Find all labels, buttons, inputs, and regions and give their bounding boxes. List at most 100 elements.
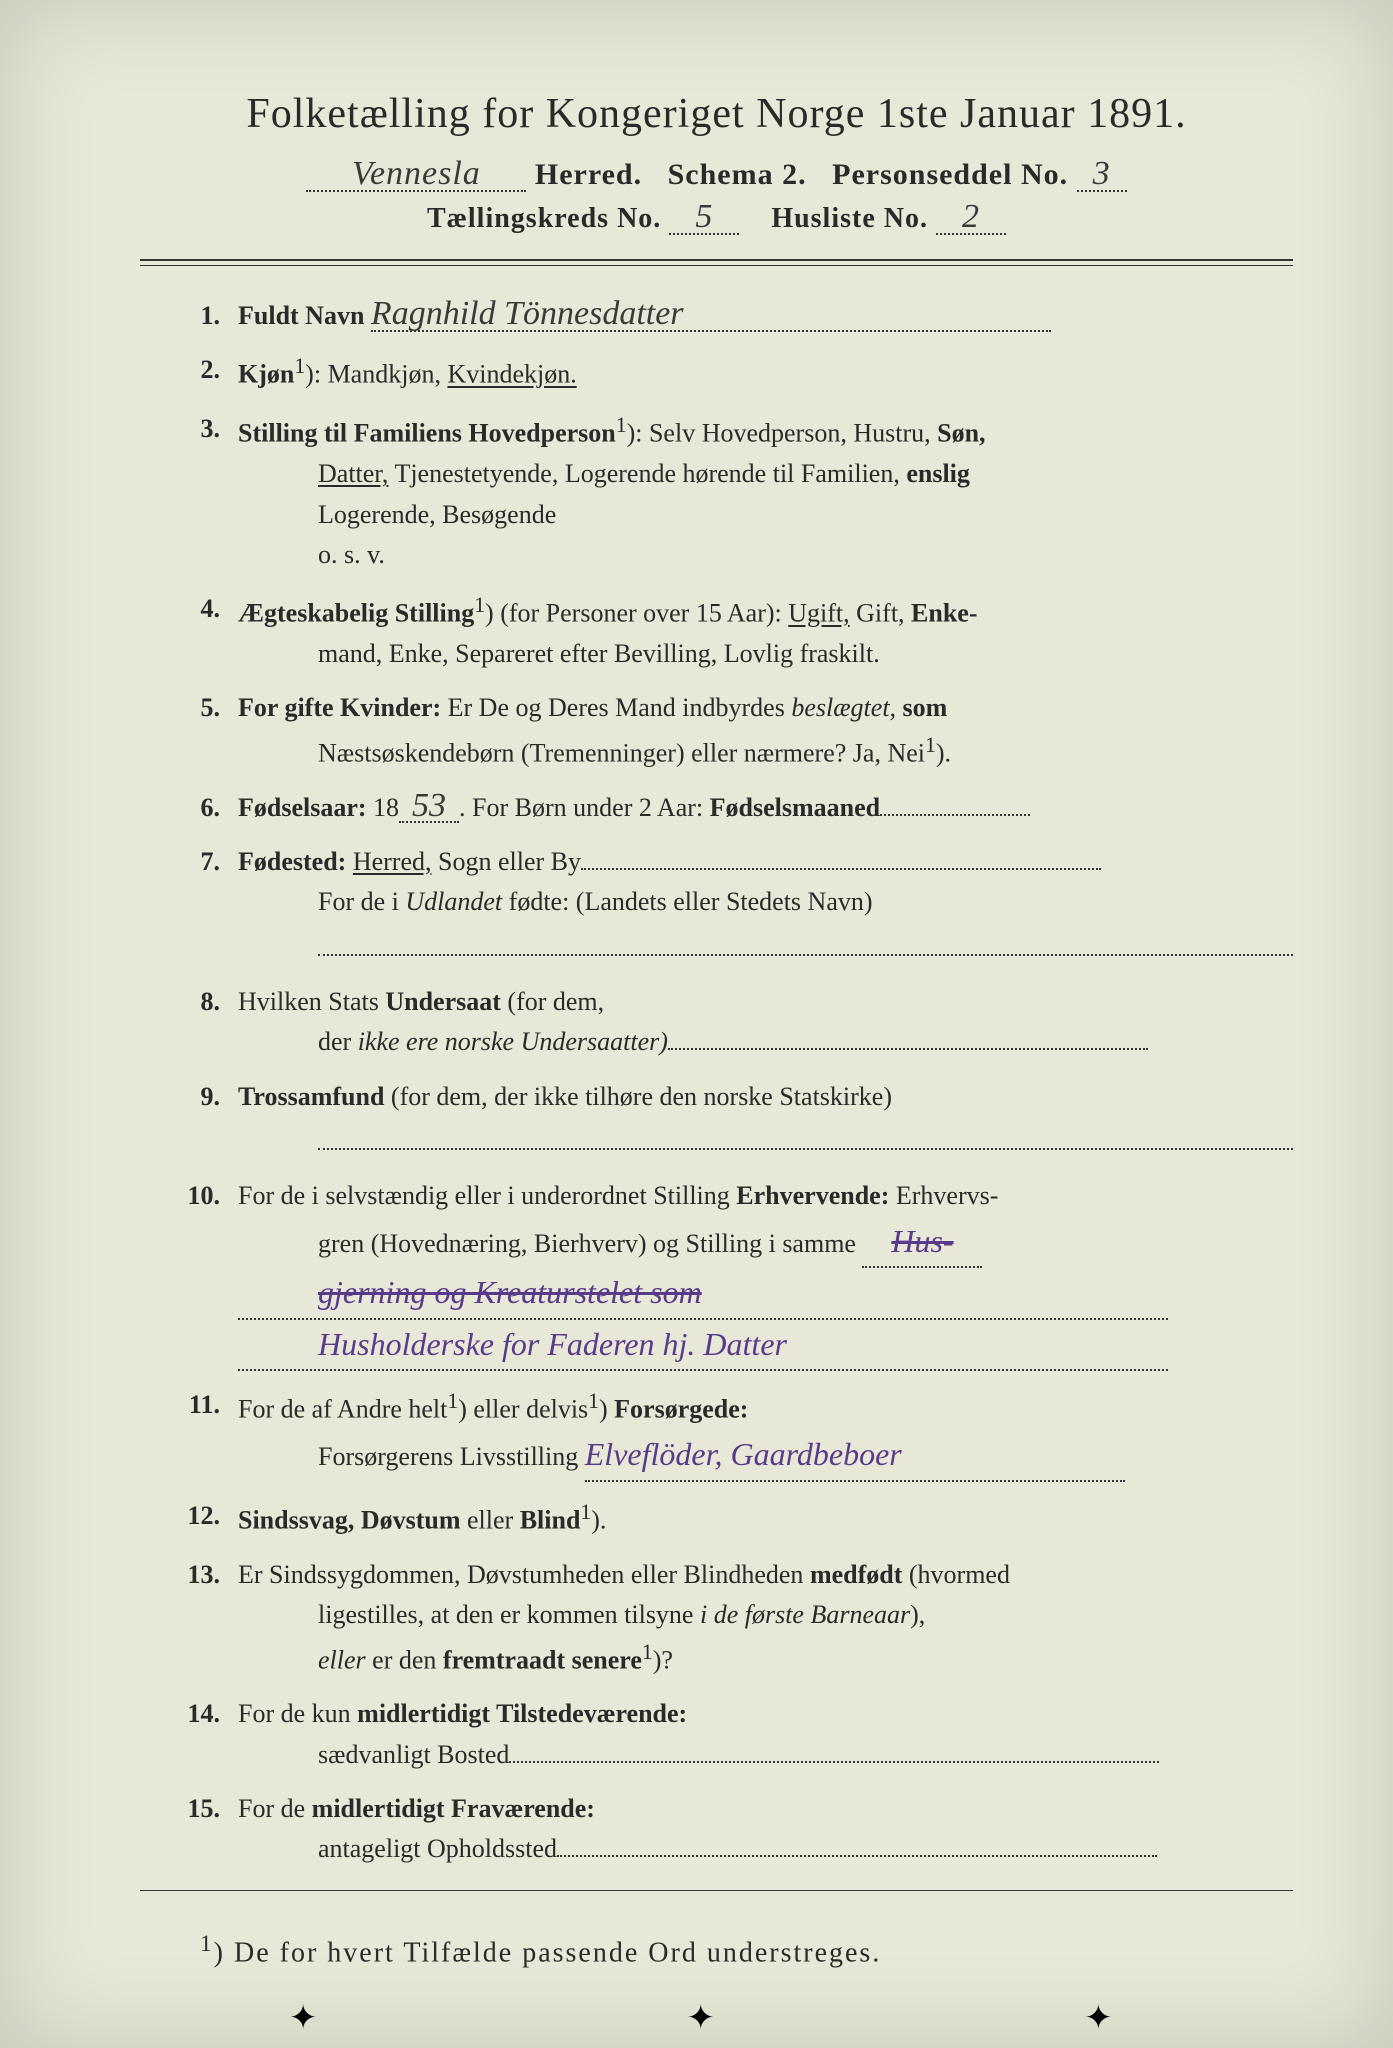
q11-t2: ) eller delvis: [458, 1395, 588, 1424]
q7-blank1: [581, 842, 1101, 870]
question-11: 11. For de af Andre helt1) eller delvis1…: [160, 1385, 1293, 1482]
q14-b1: midlertidigt Tilstedeværende:: [357, 1699, 687, 1728]
q11-s1: 1: [447, 1389, 458, 1413]
q2-sup: 1: [294, 354, 305, 378]
q7-blank2: [318, 922, 1293, 955]
question-1: 1. Fuldt Navn Ragnhild Tönnesdatter: [160, 296, 1293, 336]
q4-paren: ) (for Personer over 15 Aar):: [485, 599, 782, 628]
q15-t1: For de: [238, 1794, 305, 1823]
q10-v3: Husholderske for Faderen hj. Datter: [238, 1320, 1168, 1372]
census-form-page: Folketælling for Kongeriget Norge 1ste J…: [0, 0, 1393, 2048]
q13-l3b: er den: [372, 1645, 436, 1674]
q10-num: 10.: [160, 1176, 238, 1216]
q3-t3: Logerende, Besøgende: [238, 495, 1293, 535]
husliste-value: 2: [936, 202, 1006, 235]
q3-num: 3.: [160, 409, 238, 449]
q14-t1: For de kun: [238, 1699, 351, 1728]
footnote-sup: 1: [200, 1931, 214, 1957]
question-7: 7. Fødested: Herred, Sogn eller By For d…: [160, 842, 1293, 968]
q9-blank: [318, 1117, 1293, 1150]
q14-blank: [509, 1735, 1159, 1763]
question-3: 3. Stilling til Familiens Hovedperson1):…: [160, 409, 1293, 575]
q11-t3: ): [599, 1395, 608, 1424]
question-4: 4. Ægteskabelig Stilling1) (for Personer…: [160, 589, 1293, 674]
q4-num: 4.: [160, 589, 238, 629]
q13-t2: (hvormed: [909, 1560, 1010, 1589]
q5-num: 5.: [160, 688, 238, 728]
q6-b1: Fødselsmaaned: [710, 793, 880, 822]
binding-holes: ✦ ✦ ✦: [0, 1998, 1393, 2018]
form-subheader-1: Vennesla Herred. Schema 2. Personseddel …: [140, 158, 1293, 192]
q12-t1: eller: [467, 1506, 513, 1535]
kreds-label: Tællingskreds No.: [427, 203, 661, 234]
q12-num: 12.: [160, 1496, 238, 1536]
q12-b1: Sindssvag, Døvstum: [238, 1506, 461, 1535]
q6-t1: . For Børn under 2 Aar:: [459, 793, 703, 822]
kreds-value: 5: [669, 202, 739, 235]
q11-l2: Forsørgerens Livsstilling: [318, 1442, 578, 1471]
q7-num: 7.: [160, 842, 238, 882]
q1-label: Fuldt Navn: [238, 301, 364, 330]
q4-label: Ægteskabelig Stilling: [238, 599, 474, 628]
q6-blank: [880, 788, 1030, 816]
q5-b1: som: [903, 693, 948, 722]
q6-label: Fødselsaar:: [238, 793, 367, 822]
q5-label: For gifte Kvinder:: [238, 693, 441, 722]
hole-icon: ✦: [1084, 1998, 1104, 2018]
q4-underlined: Ugift,: [788, 599, 849, 628]
q7-t1: Sogn eller By: [438, 847, 581, 876]
q3-sup: 1: [616, 413, 627, 437]
form-body: 1. Fuldt Navn Ragnhild Tönnesdatter 2. K…: [140, 296, 1293, 1870]
q3-colon: ):: [627, 419, 643, 448]
herred-label: Herred.: [535, 158, 642, 191]
question-13: 13. Er Sindssygdommen, Døvstumheden elle…: [160, 1555, 1293, 1681]
q13-l2b: ),: [910, 1600, 925, 1629]
q3-t1: Selv Hovedperson, Hustru,: [649, 419, 931, 448]
q11-value: Elveflöder, Gaardbeboer: [585, 1430, 1125, 1482]
q13-end: )?: [653, 1645, 673, 1674]
q7-l2a: For de i: [318, 887, 399, 916]
q7-i1: Udlandet: [405, 887, 502, 916]
q3-label: Stilling til Familiens Hovedperson: [238, 419, 616, 448]
husliste-label: Husliste No.: [771, 203, 928, 234]
q15-blank: [557, 1829, 1157, 1857]
q2-num: 2.: [160, 350, 238, 390]
q11-t1: For de af Andre helt: [238, 1395, 447, 1424]
q3-t2: Tjenestetyende, Logerende hørende til Fa…: [394, 459, 899, 488]
q15-b1: midlertidigt Fraværende:: [312, 1794, 595, 1823]
form-title: Folketælling for Kongeriget Norge 1ste J…: [140, 90, 1293, 138]
q13-t1: Er Sindssygdommen, Døvstumheden eller Bl…: [238, 1560, 803, 1589]
q13-l2a: ligestilles, at den er kommen tilsyne: [318, 1600, 693, 1629]
question-10: 10. For de i selvstændig eller i underor…: [160, 1176, 1293, 1371]
personseddel-label: Personseddel No.: [832, 158, 1068, 191]
q10-t1: For de i selvstændig eller i underordnet…: [238, 1181, 730, 1210]
q14-num: 14.: [160, 1694, 238, 1734]
q3-t4: o. s. v.: [238, 535, 1293, 575]
q11-s2: 1: [588, 1389, 599, 1413]
q6-value: 53: [399, 791, 459, 824]
hole-icon: ✦: [686, 1998, 706, 2018]
question-6: 6. Fødselsaar: 1853. For Børn under 2 Aa…: [160, 788, 1293, 828]
q8-i1: ikke ere norske Undersaatter): [358, 1027, 668, 1056]
q10-v2: gjerning og Kreaturstelet som: [238, 1268, 1168, 1320]
herred-value: Vennesla: [306, 159, 526, 192]
footnote: 1) De for hvert Tilfælde passende Ord un…: [140, 1931, 1293, 1969]
q4-b1: Enke-: [911, 599, 977, 628]
q7-underlined: Herred,: [353, 847, 432, 876]
q2-label: Kjøn: [238, 360, 294, 389]
q9-label: Trossamfund: [238, 1082, 384, 1111]
q6-num: 6.: [160, 788, 238, 828]
q4-sup: 1: [474, 593, 485, 617]
q13-i1: i de første Barneaar: [700, 1600, 910, 1629]
q6-prefix: 18: [373, 793, 399, 822]
q8-blank: [668, 1022, 1148, 1050]
q8-t1: Hvilken Stats: [238, 987, 379, 1016]
q1-value: Ragnhild Tönnesdatter: [371, 299, 1051, 332]
question-8: 8. Hvilken Stats Undersaat (for dem, der…: [160, 982, 1293, 1063]
q7-label: Fødested:: [238, 847, 346, 876]
q4-l2: mand, Enke, Separeret efter Bevilling, L…: [238, 634, 1293, 674]
q13-b1: medfødt: [810, 1560, 902, 1589]
q5-l2: Næstsøskendebørn (Tremenninger) eller næ…: [318, 738, 925, 767]
divider-bottom: [140, 1890, 1293, 1891]
question-15: 15. For de midlertidigt Fraværende: anta…: [160, 1789, 1293, 1870]
